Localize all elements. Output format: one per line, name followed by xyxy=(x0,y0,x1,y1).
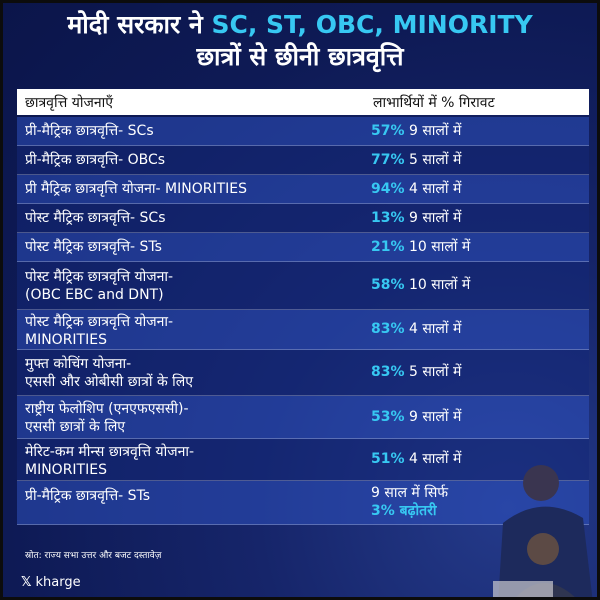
table-row: प्री-मैट्रिक छात्रवृत्ति- OBCs 77% 5 साल… xyxy=(17,146,589,175)
decline-period: 4 सालों में xyxy=(404,181,462,197)
table-row: मुफ्त कोचिंग योजना- एससी और ओबीसी छात्रो… xyxy=(17,350,589,396)
decline-value: 83% 5 सालों में xyxy=(371,363,461,381)
handle-name: kharge xyxy=(35,575,81,590)
decline-percent: 57% xyxy=(371,123,405,139)
table-row: राष्ट्रीय फेलोशिप (एनएफएससी)- एससी छात्र… xyxy=(17,396,589,439)
table-row: पोस्ट मैट्रिक छात्रवृत्ति योजना- MINORIT… xyxy=(17,310,589,350)
decline-percent: 94% xyxy=(371,181,405,197)
table-body: प्री-मैट्रिक छात्रवृत्ति- SCs 57% 9 सालो… xyxy=(17,117,589,525)
table-row: प्री मैट्रिक छात्रवृत्ति योजना- MINORITI… xyxy=(17,175,589,204)
decline-period: 9 सालों में xyxy=(404,123,462,139)
scheme-name: प्री-मैट्रिक छात्रवृत्ति- OBCs xyxy=(25,152,166,168)
decline-value: 57% 9 सालों में xyxy=(371,122,461,140)
table-row: पोस्ट मैट्रिक छात्रवृत्ति- STs 21% 10 सा… xyxy=(17,233,589,262)
decline-period: 10 सालों में xyxy=(404,239,471,255)
column-header-decline: लाभार्थियों में % गिरावट xyxy=(373,95,495,111)
column-header-scheme: छात्रवृत्ति योजनाएँ xyxy=(25,95,113,111)
decline-value: 77% 5 सालों में xyxy=(371,151,461,169)
scheme-name: मेरिट-कम मीन्स छात्रवृत्ति योजना- MINORI… xyxy=(25,444,195,478)
increase-percent: 3% बढ़ोतरी xyxy=(371,503,437,519)
decline-period: 10 सालों में xyxy=(404,277,471,293)
decline-value: 83% 4 सालों में xyxy=(371,320,461,338)
students-photo xyxy=(493,465,593,597)
decline-percent: 21% xyxy=(371,239,405,255)
scheme-name: पोस्ट मैट्रिक छात्रवृत्ति- SCs xyxy=(25,210,166,226)
table-row: प्री-मैट्रिक छात्रवृत्ति- STs 9 साल में … xyxy=(17,481,589,525)
decline-percent: 77% xyxy=(371,152,405,168)
headline-prefix: मोदी सरकार ने xyxy=(67,10,212,39)
decline-value: 13% 9 सालों में xyxy=(371,209,461,227)
decline-percent: 83% xyxy=(371,321,405,337)
headline-line2: छात्रों से छीनी छात्रवृत्ति xyxy=(196,42,404,71)
scheme-name: पोस्ट मैट्रिक छात्रवृत्ति योजना- (OBC EB… xyxy=(25,269,174,303)
decline-value: 51% 4 सालों में xyxy=(371,450,461,468)
scheme-name: प्री-मैट्रिक छात्रवृत्ति- STs xyxy=(25,488,151,504)
scheme-name: मुफ्त कोचिंग योजना- एससी और ओबीसी छात्रो… xyxy=(25,356,194,390)
scheme-name: पोस्ट मैट्रिक छात्रवृत्ति- STs xyxy=(25,239,162,255)
decline-percent: 53% xyxy=(371,409,405,425)
table-header: छात्रवृत्ति योजनाएँ लाभार्थियों में % गि… xyxy=(17,89,589,115)
decline-period: 9 सालों में xyxy=(404,210,462,226)
x-logo-icon: 𝕏 xyxy=(21,575,32,590)
decline-period: 4 सालों में xyxy=(404,321,462,337)
table-row: प्री-मैट्रिक छात्रवृत्ति- SCs 57% 9 सालो… xyxy=(17,117,589,146)
decline-period: 9 सालों में xyxy=(404,409,462,425)
table-row: मेरिट-कम मीन्स छात्रवृत्ति योजना- MINORI… xyxy=(17,439,589,481)
scheme-name: पोस्ट मैट्रिक छात्रवृत्ति योजना- MINORIT… xyxy=(25,314,174,348)
decline-value: 21% 10 सालों में xyxy=(371,238,470,256)
decline-value: 58% 10 सालों में xyxy=(371,276,470,294)
scheme-name: प्री मैट्रिक छात्रवृत्ति योजना- MINORITI… xyxy=(25,181,248,197)
source-note: स्रोत: राज्य सभा उत्तर और बजट दस्तावेज़ xyxy=(25,551,162,561)
increase-value: 9 साल में सिर्फ 3% बढ़ोतरी xyxy=(371,484,448,520)
decline-value: 94% 4 सालों में xyxy=(371,180,461,198)
scheme-name: प्री-मैट्रिक छात्रवृत्ति- SCs xyxy=(25,123,154,139)
increase-text: 9 साल में सिर्फ xyxy=(371,485,449,501)
decline-percent: 51% xyxy=(371,451,405,467)
decline-period: 4 सालों में xyxy=(404,451,462,467)
decline-value: 53% 9 सालों में xyxy=(371,408,461,426)
decline-period: 5 सालों में xyxy=(404,364,462,380)
table-row: पोस्ट मैट्रिक छात्रवृत्ति- SCs 13% 9 साल… xyxy=(17,204,589,233)
headline-line1: मोदी सरकार ने SC, ST, OBC, MINORITY xyxy=(3,9,597,41)
decline-percent: 83% xyxy=(371,364,405,380)
headline-accent: SC, ST, OBC, MINORITY xyxy=(211,10,533,39)
scheme-name: राष्ट्रीय फेलोशिप (एनएफएससी)- एससी छात्र… xyxy=(25,401,189,435)
decline-period: 5 सालों में xyxy=(404,152,462,168)
decline-percent: 13% xyxy=(371,210,405,226)
table-row: पोस्ट मैट्रिक छात्रवृत्ति योजना- (OBC EB… xyxy=(17,262,589,310)
decline-percent: 58% xyxy=(371,277,405,293)
